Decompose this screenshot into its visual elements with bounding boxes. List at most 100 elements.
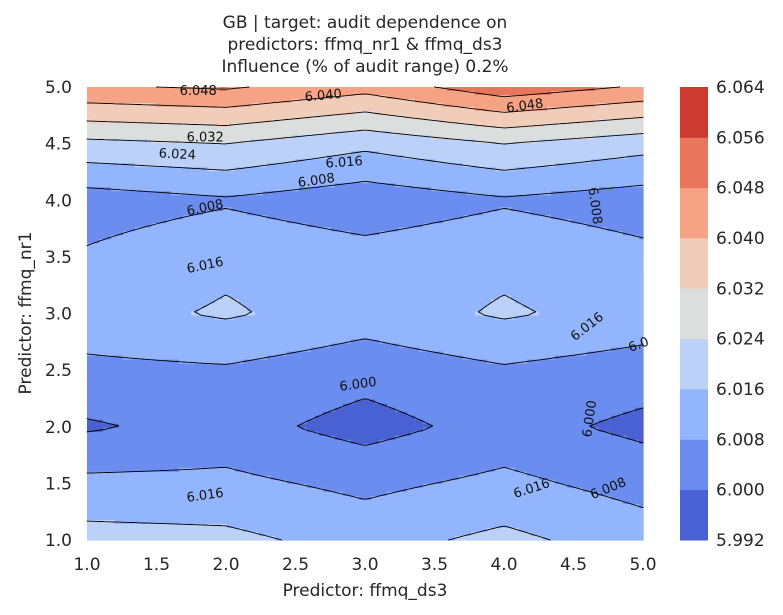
contour-cell xyxy=(107,183,112,188)
contour-cell xyxy=(507,227,512,232)
contour-cell xyxy=(383,159,388,164)
contour-cell xyxy=(291,111,296,116)
contour-cell xyxy=(487,107,492,112)
contour-cell xyxy=(283,107,288,112)
contour-cell xyxy=(143,115,148,120)
contour-cell xyxy=(595,207,600,212)
contour-cell xyxy=(335,139,340,144)
contour-cell xyxy=(371,119,376,124)
contour-cell xyxy=(423,107,428,112)
contour-cell xyxy=(623,91,628,96)
contour-cell xyxy=(555,127,560,132)
contour-cell xyxy=(495,187,500,192)
contour-cell xyxy=(123,175,128,180)
contour-cell xyxy=(539,163,544,168)
contour-cell xyxy=(371,227,376,232)
contour-cell xyxy=(415,147,420,152)
contour-cell xyxy=(295,167,300,172)
contour-cell xyxy=(103,219,108,224)
contour-cell xyxy=(555,155,560,160)
contour-cell xyxy=(447,135,452,140)
contour-cell xyxy=(639,107,644,112)
contour-cell xyxy=(403,183,408,188)
contour-cell xyxy=(347,223,352,228)
contour-cell xyxy=(327,167,332,172)
contour-cell xyxy=(491,215,496,220)
contour-cell xyxy=(407,167,412,172)
contour-cell xyxy=(423,127,428,132)
contour-cell xyxy=(363,107,368,112)
contour-cell xyxy=(431,163,436,168)
contour-cell xyxy=(195,195,200,200)
contour-cell xyxy=(187,155,192,160)
contour-cell xyxy=(259,139,264,144)
contour-cell xyxy=(383,115,388,120)
contour-cell xyxy=(551,91,556,96)
contour-cell xyxy=(419,95,424,100)
contour-cell xyxy=(599,179,604,184)
contour-cell xyxy=(355,123,360,128)
contour-cell xyxy=(467,95,472,100)
contour-cell xyxy=(127,183,132,188)
contour-cell xyxy=(375,95,380,100)
contour-cell xyxy=(187,127,192,132)
contour-cell xyxy=(403,95,408,100)
contour-cell xyxy=(163,115,168,120)
contour-cell xyxy=(583,227,588,232)
contour-cell xyxy=(419,183,424,188)
contour-cell xyxy=(331,163,336,168)
contour-cell xyxy=(431,207,436,212)
contour-cell xyxy=(543,87,548,92)
contour-cell xyxy=(535,175,540,180)
contour-cell xyxy=(375,175,380,180)
contour-cell xyxy=(119,207,124,212)
contour-cell xyxy=(543,115,548,120)
contour-cell xyxy=(631,187,636,192)
contour-cell xyxy=(319,147,324,152)
contour-cell xyxy=(339,203,344,208)
contour-cell xyxy=(503,207,508,212)
contour-cell xyxy=(583,107,588,112)
contour-cell xyxy=(383,107,388,112)
contour-cell xyxy=(291,103,296,108)
contour-cell xyxy=(407,91,412,96)
contour-cell xyxy=(367,147,372,152)
contour-cell xyxy=(455,147,460,152)
contour-cell xyxy=(159,163,164,168)
contour-cell xyxy=(539,147,544,152)
contour-cell xyxy=(619,131,624,136)
contour-cell xyxy=(211,147,216,152)
contour-cell xyxy=(563,175,568,180)
contour-cell xyxy=(415,139,420,144)
contour-cell xyxy=(547,175,552,180)
contour-cell xyxy=(583,207,588,212)
contour-cell xyxy=(191,87,196,92)
contour-cell xyxy=(155,111,160,116)
contour-cell xyxy=(547,95,552,100)
contour-cell xyxy=(619,207,624,212)
contour-cell xyxy=(143,143,148,148)
contour-cell xyxy=(175,195,180,200)
contour-cell xyxy=(495,103,500,108)
contour-cell xyxy=(295,95,300,100)
contour-cell xyxy=(435,95,440,100)
contour-cell xyxy=(363,91,368,96)
contour-cell xyxy=(355,119,360,124)
contour-cell xyxy=(567,107,572,112)
contour-cell xyxy=(503,215,508,220)
contour-cell xyxy=(255,175,260,180)
contour-cell xyxy=(383,219,388,224)
contour-cell xyxy=(523,227,528,232)
contour-cell xyxy=(455,155,460,160)
contour-cell xyxy=(251,139,256,144)
contour-cell xyxy=(231,195,236,200)
contour-cell xyxy=(395,159,400,164)
contour-cell xyxy=(223,143,228,148)
contour-cell xyxy=(111,155,116,160)
contour-cell xyxy=(523,187,528,192)
contour-cell xyxy=(479,219,484,224)
contour-cell xyxy=(235,163,240,168)
contour-cell xyxy=(155,99,160,104)
contour-cell xyxy=(327,171,332,176)
contour-cell xyxy=(559,147,564,152)
